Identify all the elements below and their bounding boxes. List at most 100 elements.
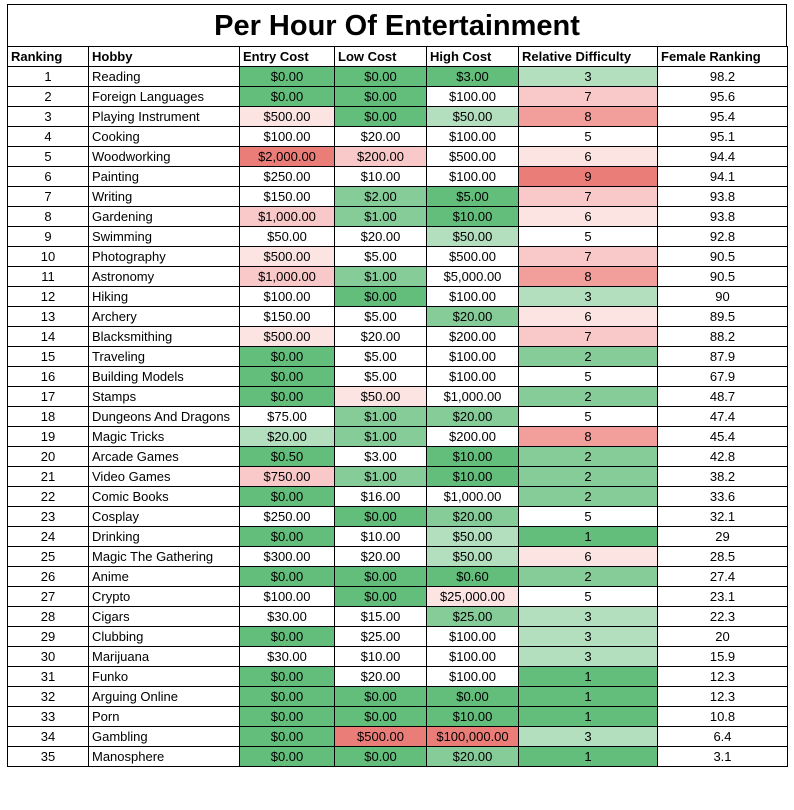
cell-ranking[interactable]: 10 <box>7 246 89 267</box>
cell-female-ranking[interactable]: 20 <box>657 626 788 647</box>
cell-female-ranking[interactable]: 87.9 <box>657 346 788 367</box>
cell-entry-cost[interactable]: $1,000.00 <box>239 206 335 227</box>
cell-hobby[interactable]: Crypto <box>88 586 240 607</box>
cell-hobby[interactable]: Woodworking <box>88 146 240 167</box>
cell-high-cost[interactable]: $200.00 <box>426 426 519 447</box>
cell-entry-cost[interactable]: $0.00 <box>239 666 335 687</box>
header-high-cost[interactable]: High Cost <box>426 46 519 67</box>
cell-female-ranking[interactable]: 88.2 <box>657 326 788 347</box>
cell-low-cost[interactable]: $0.00 <box>334 746 427 767</box>
cell-low-cost[interactable]: $0.00 <box>334 506 427 527</box>
cell-hobby[interactable]: Writing <box>88 186 240 207</box>
cell-entry-cost[interactable]: $250.00 <box>239 166 335 187</box>
cell-ranking[interactable]: 35 <box>7 746 89 767</box>
cell-relative-difficulty[interactable]: 2 <box>518 566 658 587</box>
cell-high-cost[interactable]: $20.00 <box>426 406 519 427</box>
cell-female-ranking[interactable]: 22.3 <box>657 606 788 627</box>
cell-low-cost[interactable]: $0.00 <box>334 586 427 607</box>
cell-ranking[interactable]: 33 <box>7 706 89 727</box>
cell-relative-difficulty[interactable]: 6 <box>518 546 658 567</box>
cell-ranking[interactable]: 16 <box>7 366 89 387</box>
cell-female-ranking[interactable]: 93.8 <box>657 186 788 207</box>
cell-low-cost[interactable]: $50.00 <box>334 386 427 407</box>
cell-high-cost[interactable]: $100.00 <box>426 626 519 647</box>
cell-low-cost[interactable]: $0.00 <box>334 86 427 107</box>
cell-high-cost[interactable]: $25,000.00 <box>426 586 519 607</box>
cell-low-cost[interactable]: $0.00 <box>334 286 427 307</box>
cell-low-cost[interactable]: $2.00 <box>334 186 427 207</box>
cell-entry-cost[interactable]: $20.00 <box>239 426 335 447</box>
cell-ranking[interactable]: 8 <box>7 206 89 227</box>
cell-female-ranking[interactable]: 32.1 <box>657 506 788 527</box>
header-ranking[interactable]: Ranking <box>7 46 89 67</box>
cell-low-cost[interactable]: $16.00 <box>334 486 427 507</box>
cell-hobby[interactable]: Stamps <box>88 386 240 407</box>
cell-hobby[interactable]: Photography <box>88 246 240 267</box>
cell-female-ranking[interactable]: 95.1 <box>657 126 788 147</box>
cell-high-cost[interactable]: $20.00 <box>426 506 519 527</box>
cell-relative-difficulty[interactable]: 3 <box>518 626 658 647</box>
cell-ranking[interactable]: 27 <box>7 586 89 607</box>
cell-high-cost[interactable]: $100.00 <box>426 286 519 307</box>
cell-ranking[interactable]: 32 <box>7 686 89 707</box>
cell-low-cost[interactable]: $5.00 <box>334 306 427 327</box>
cell-entry-cost[interactable]: $0.00 <box>239 526 335 547</box>
cell-relative-difficulty[interactable]: 8 <box>518 426 658 447</box>
cell-low-cost[interactable]: $1.00 <box>334 426 427 447</box>
header-relative-difficulty[interactable]: Relative Difficulty <box>518 46 658 67</box>
cell-high-cost[interactable]: $0.00 <box>426 686 519 707</box>
cell-high-cost[interactable]: $50.00 <box>426 546 519 567</box>
cell-female-ranking[interactable]: 15.9 <box>657 646 788 667</box>
cell-female-ranking[interactable]: 23.1 <box>657 586 788 607</box>
cell-hobby[interactable]: Archery <box>88 306 240 327</box>
cell-entry-cost[interactable]: $2,000.00 <box>239 146 335 167</box>
cell-entry-cost[interactable]: $75.00 <box>239 406 335 427</box>
cell-high-cost[interactable]: $100.00 <box>426 166 519 187</box>
cell-relative-difficulty[interactable]: 3 <box>518 646 658 667</box>
cell-relative-difficulty[interactable]: 1 <box>518 746 658 767</box>
cell-low-cost[interactable]: $0.00 <box>334 106 427 127</box>
cell-ranking[interactable]: 1 <box>7 66 89 87</box>
cell-high-cost[interactable]: $10.00 <box>426 206 519 227</box>
cell-relative-difficulty[interactable]: 5 <box>518 586 658 607</box>
cell-hobby[interactable]: Foreign Languages <box>88 86 240 107</box>
cell-ranking[interactable]: 3 <box>7 106 89 127</box>
cell-entry-cost[interactable]: $0.00 <box>239 366 335 387</box>
cell-entry-cost[interactable]: $30.00 <box>239 606 335 627</box>
cell-female-ranking[interactable]: 95.4 <box>657 106 788 127</box>
cell-hobby[interactable]: Hiking <box>88 286 240 307</box>
cell-low-cost[interactable]: $0.00 <box>334 686 427 707</box>
cell-low-cost[interactable]: $20.00 <box>334 666 427 687</box>
cell-entry-cost[interactable]: $50.00 <box>239 226 335 247</box>
cell-entry-cost[interactable]: $1,000.00 <box>239 266 335 287</box>
cell-entry-cost[interactable]: $500.00 <box>239 106 335 127</box>
cell-high-cost[interactable]: $100.00 <box>426 366 519 387</box>
cell-low-cost[interactable]: $10.00 <box>334 526 427 547</box>
header-entry-cost[interactable]: Entry Cost <box>239 46 335 67</box>
cell-hobby[interactable]: Playing Instrument <box>88 106 240 127</box>
cell-relative-difficulty[interactable]: 6 <box>518 306 658 327</box>
cell-hobby[interactable]: Cooking <box>88 126 240 147</box>
cell-high-cost[interactable]: $10.00 <box>426 446 519 467</box>
cell-entry-cost[interactable]: $0.00 <box>239 706 335 727</box>
cell-hobby[interactable]: Cosplay <box>88 506 240 527</box>
cell-entry-cost[interactable]: $30.00 <box>239 646 335 667</box>
cell-ranking[interactable]: 25 <box>7 546 89 567</box>
cell-hobby[interactable]: Marijuana <box>88 646 240 667</box>
cell-ranking[interactable]: 20 <box>7 446 89 467</box>
cell-hobby[interactable]: Clubbing <box>88 626 240 647</box>
cell-entry-cost[interactable]: $500.00 <box>239 326 335 347</box>
cell-hobby[interactable]: Magic Tricks <box>88 426 240 447</box>
cell-ranking[interactable]: 6 <box>7 166 89 187</box>
cell-relative-difficulty[interactable]: 7 <box>518 246 658 267</box>
cell-high-cost[interactable]: $100.00 <box>426 126 519 147</box>
cell-female-ranking[interactable]: 90.5 <box>657 246 788 267</box>
cell-female-ranking[interactable]: 28.5 <box>657 546 788 567</box>
cell-female-ranking[interactable]: 94.4 <box>657 146 788 167</box>
cell-entry-cost[interactable]: $0.50 <box>239 446 335 467</box>
cell-hobby[interactable]: Gambling <box>88 726 240 747</box>
cell-entry-cost[interactable]: $300.00 <box>239 546 335 567</box>
cell-low-cost[interactable]: $20.00 <box>334 326 427 347</box>
cell-high-cost[interactable]: $500.00 <box>426 146 519 167</box>
cell-entry-cost[interactable]: $150.00 <box>239 306 335 327</box>
